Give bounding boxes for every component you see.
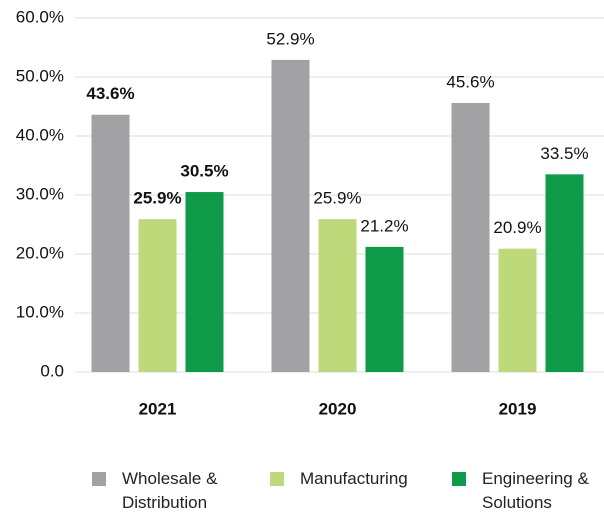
- value-label: 21.2%: [360, 216, 408, 235]
- y-tick-label: 20.0%: [16, 243, 64, 262]
- x-tick-label: 2019: [499, 399, 537, 418]
- value-label: 52.9%: [266, 29, 314, 48]
- y-tick-label: 60.0%: [16, 7, 64, 26]
- value-label: 43.6%: [86, 84, 134, 103]
- legend-swatch: [270, 472, 284, 486]
- value-label: 25.9%: [133, 189, 181, 208]
- value-label: 45.6%: [446, 72, 494, 91]
- legend-label: Wholesale & Distribution: [122, 469, 218, 512]
- bar: [138, 219, 177, 372]
- legend-label: Manufacturing: [300, 469, 408, 488]
- y-tick-label: 30.0%: [16, 184, 64, 203]
- bar: [498, 248, 537, 372]
- value-label: 30.5%: [180, 162, 228, 181]
- legend-item: Manufacturing: [270, 467, 412, 491]
- bar: [185, 192, 224, 372]
- value-label: 20.9%: [493, 218, 541, 237]
- legend-swatch: [92, 472, 106, 486]
- y-tick-label: 40.0%: [16, 125, 64, 144]
- y-tick-label: 50.0%: [16, 66, 64, 85]
- legend-item: Wholesale & Distribution: [92, 467, 234, 515]
- bar: [365, 246, 404, 372]
- x-tick-label: 2020: [319, 399, 357, 418]
- legend-swatch: [452, 472, 466, 486]
- value-label: 25.9%: [313, 189, 361, 208]
- y-tick-label: 10.0%: [16, 302, 64, 321]
- y-tick-label: 0.0: [40, 361, 64, 380]
- bar: [91, 114, 130, 372]
- bar: [545, 174, 584, 372]
- legend-item: Engineering & Solutions: [452, 467, 594, 515]
- bar: [271, 59, 310, 372]
- x-tick-label: 2021: [139, 399, 177, 418]
- bar: [451, 102, 490, 373]
- bar: [318, 219, 357, 372]
- legend-label: Engineering & Solutions: [482, 469, 589, 512]
- value-label: 33.5%: [540, 144, 588, 163]
